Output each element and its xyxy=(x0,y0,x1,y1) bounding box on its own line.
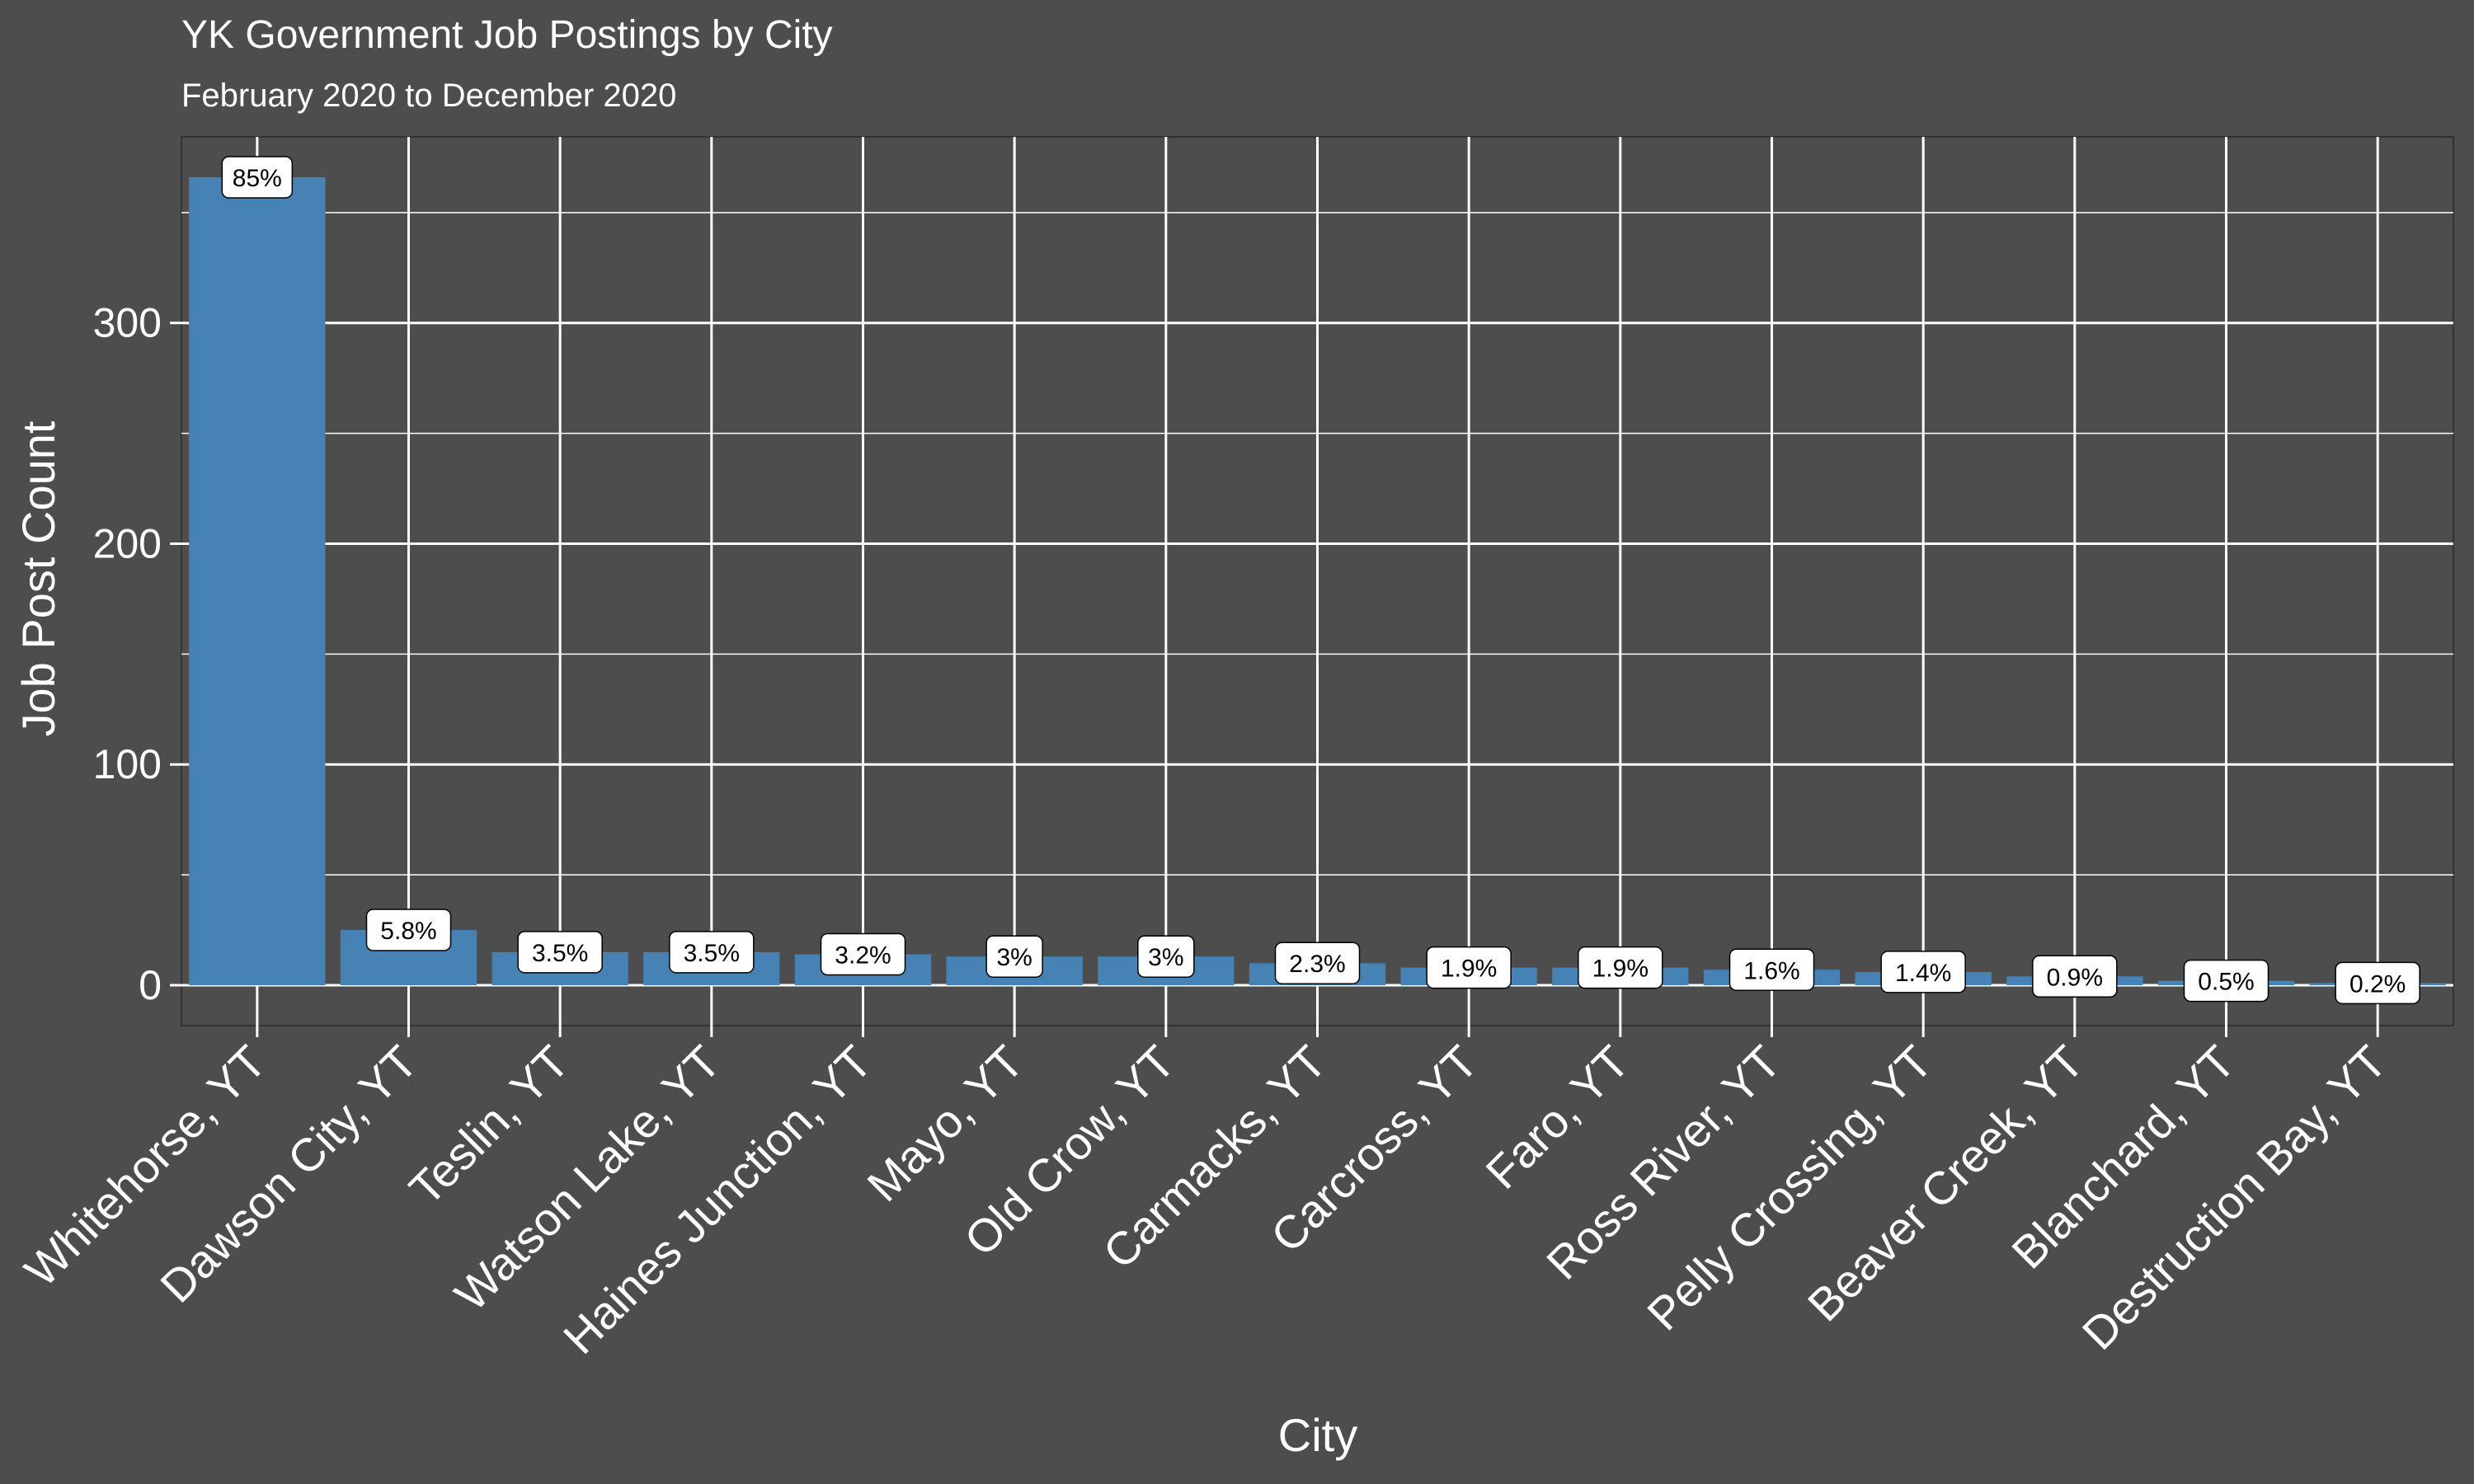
x-axis-title: City xyxy=(1278,1409,1357,1461)
bar xyxy=(189,177,326,985)
data-label-box xyxy=(2183,959,2269,1003)
y-tick-label: 100 xyxy=(93,741,162,787)
y-tick-label: 0 xyxy=(139,962,162,1008)
data-label: 0.9% xyxy=(2047,964,2103,991)
data-label: 85% xyxy=(233,165,282,192)
y-tick-label: 200 xyxy=(93,520,162,566)
data-label-box xyxy=(985,935,1043,978)
data-label-box xyxy=(1137,935,1195,978)
data-label: 0.5% xyxy=(2198,969,2254,996)
data-label: 3.5% xyxy=(684,940,740,967)
data-label-box xyxy=(365,909,452,951)
chart-subtitle: February 2020 to December 2020 xyxy=(181,77,676,114)
data-label-box xyxy=(1426,946,1512,989)
data-label: 2.3% xyxy=(1289,951,1345,978)
y-tick-label: 300 xyxy=(93,300,162,346)
data-label-box xyxy=(221,156,294,199)
data-label: 3.2% xyxy=(835,942,891,970)
data-label: 1.6% xyxy=(1743,957,1799,984)
data-label: 0.2% xyxy=(2349,970,2406,998)
chart-title: YK Government Job Postings by City xyxy=(181,13,833,57)
data-label: 1.4% xyxy=(1895,960,1951,987)
data-label-box xyxy=(669,931,755,974)
data-label-box xyxy=(1880,951,1966,993)
data-label-box xyxy=(2032,955,2118,998)
data-label: 3% xyxy=(996,944,1032,971)
data-label-box xyxy=(517,931,603,974)
data-label: 3% xyxy=(1148,944,1183,971)
data-label-box xyxy=(1274,942,1361,984)
data-label: 3.5% xyxy=(532,940,588,967)
y-axis-title: Job Post Count xyxy=(12,420,64,736)
data-label: 1.9% xyxy=(1592,956,1649,983)
data-label: 5.8% xyxy=(380,918,436,945)
data-label-box xyxy=(2335,961,2420,1005)
data-label: 1.9% xyxy=(1441,956,1497,983)
data-label-box xyxy=(1729,948,1815,992)
data-label-box xyxy=(820,932,906,976)
data-label-box xyxy=(1578,946,1663,989)
